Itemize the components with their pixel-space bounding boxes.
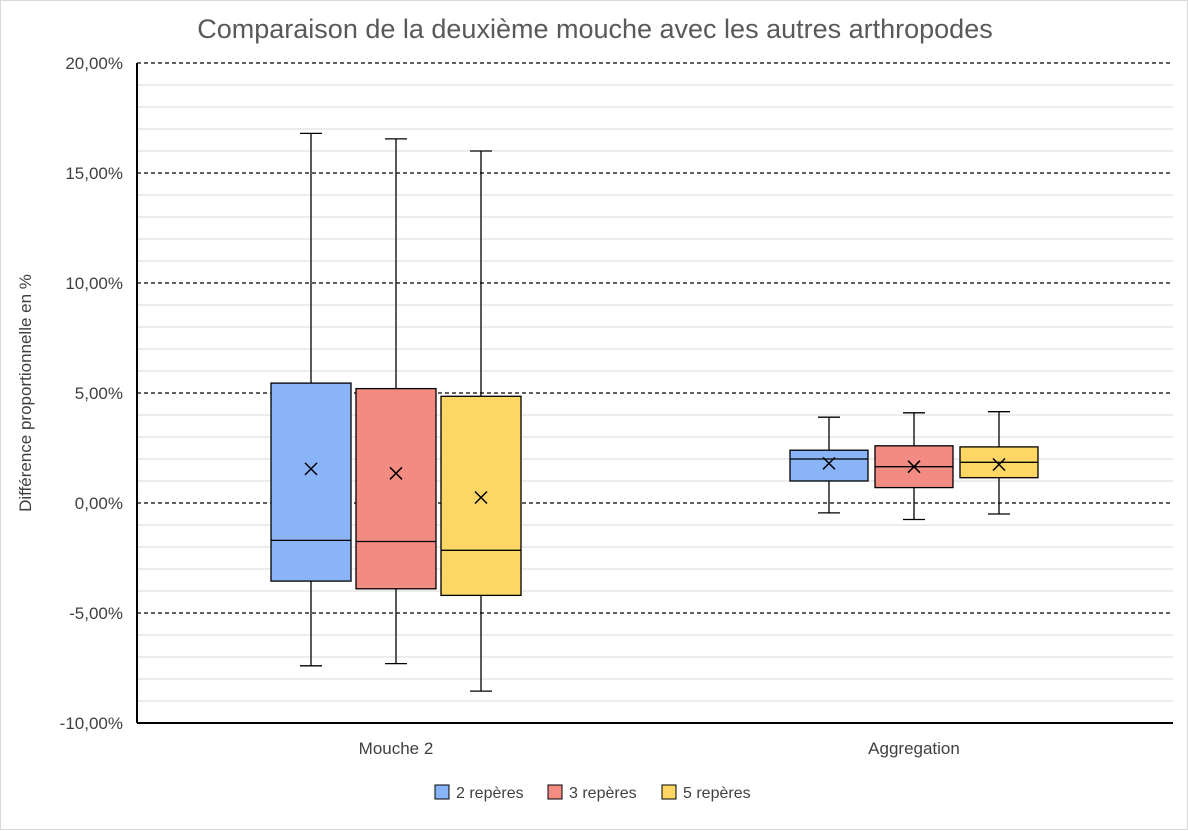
mean-marker-stroke <box>907 460 921 474</box>
y-tick-label: 20,00% <box>65 54 123 73</box>
legend-swatch <box>547 784 563 800</box>
iqr-box <box>270 382 352 582</box>
legend-item: 2 repères <box>434 784 524 802</box>
y-axis-label: Différence proportionnelle en % <box>16 274 35 512</box>
legend-label: 5 repères <box>683 785 751 802</box>
x-category-label: Mouche 2 <box>359 739 434 758</box>
x-category-label: Aggregation <box>868 739 960 758</box>
box-plot-2-1 <box>355 138 437 665</box>
legend-label: 3 repères <box>569 785 637 802</box>
y-tick-label: 15,00% <box>65 164 123 183</box>
mean-marker <box>822 456 836 470</box>
legend-swatch <box>434 784 450 800</box>
grid-layer <box>137 62 1173 702</box>
mean-marker <box>389 466 403 480</box>
mean-marker-stroke <box>474 490 488 505</box>
mean-marker-stroke <box>389 466 403 480</box>
y-tick-label: -5,00% <box>69 604 123 623</box>
iqr-box <box>355 387 437 590</box>
box-plot-2-2 <box>874 412 954 521</box>
mean-marker <box>992 457 1006 472</box>
legend-label: 2 repères <box>456 785 524 802</box>
mean-marker-stroke <box>822 456 836 470</box>
mean-marker <box>304 462 318 476</box>
box-plot-1-1 <box>270 132 352 667</box>
legend-item: 3 repères <box>547 784 637 802</box>
box-plot-3-2 <box>959 411 1039 515</box>
mean-marker-stroke <box>304 462 318 476</box>
box-plot-1-2 <box>789 416 869 514</box>
y-tick-label: 0,00% <box>75 494 123 513</box>
iqr-box <box>789 449 869 482</box>
y-tick-label: 5,00% <box>75 384 123 403</box>
mean-marker <box>907 460 921 474</box>
chart-title: Comparaison de la deuxième mouche avec l… <box>197 14 992 44</box>
legend-swatch <box>661 784 677 800</box>
legend-item: 5 repères <box>661 784 751 802</box>
y-tick-label: -10,00% <box>60 714 123 733</box>
box-layer <box>270 132 1039 692</box>
box-plot-3-1 <box>440 150 522 692</box>
iqr-box <box>440 395 522 597</box>
mean-marker <box>474 490 488 505</box>
legend: 2 repères 3 repères 5 repères <box>434 784 751 802</box>
mean-marker-stroke <box>992 457 1006 472</box>
axis-layer: -10,00% -5,00% 0,00% 5,00% 10,00% 15,00% 20,00… <box>60 54 1173 758</box>
y-tick-label: 10,00% <box>65 274 123 293</box>
